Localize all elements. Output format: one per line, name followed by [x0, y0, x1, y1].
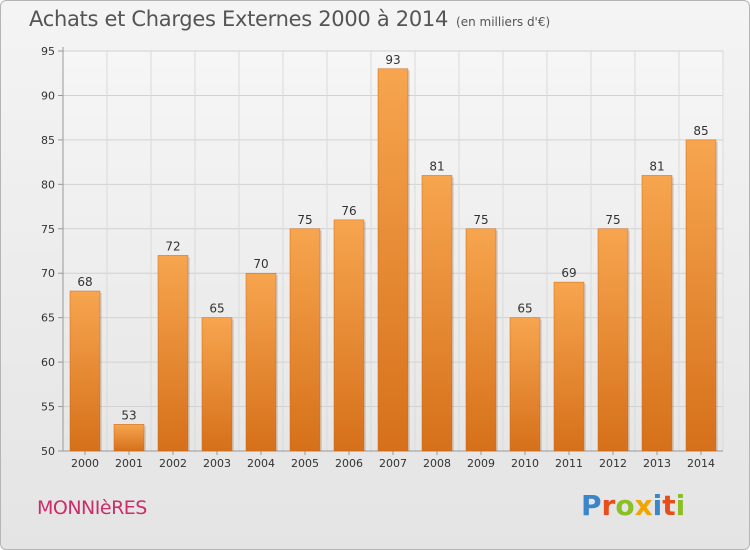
- logo-letter: P: [581, 489, 602, 522]
- x-tick-label-2004: 2004: [247, 457, 275, 470]
- bar-2007: [377, 68, 409, 452]
- bar-2005: [289, 228, 321, 452]
- value-label-2003: 65: [209, 302, 224, 316]
- x-tick-label-2013: 2013: [643, 457, 671, 470]
- value-label-2002: 72: [165, 239, 180, 253]
- y-tick-label: 90: [41, 89, 55, 102]
- y-tick-label: 60: [41, 356, 55, 369]
- proxiti-logo: Proxiti: [581, 489, 685, 522]
- bar-2011: [553, 281, 585, 452]
- x-tick-label-2001: 2001: [115, 457, 143, 470]
- bar-2006: [333, 219, 365, 452]
- bar-2001: [113, 424, 145, 452]
- logo-letter: i: [675, 489, 686, 522]
- bar-2002: [157, 255, 189, 452]
- x-tick-label-2005: 2005: [291, 457, 319, 470]
- y-tick-label: 55: [41, 401, 55, 414]
- x-tick-label-2002: 2002: [159, 457, 187, 470]
- logo-letter: x: [634, 489, 653, 522]
- y-tick-label: 80: [41, 178, 55, 191]
- bar-2012: [597, 228, 629, 452]
- value-label-2011: 69: [561, 266, 576, 280]
- y-tick-label: 70: [41, 267, 55, 280]
- logo-letter: o: [615, 489, 635, 522]
- value-label-2013: 81: [649, 159, 664, 173]
- value-label-2007: 93: [385, 53, 400, 67]
- y-tick-label: 75: [41, 223, 55, 236]
- value-label-2006: 76: [341, 204, 356, 218]
- value-label-2000: 68: [77, 275, 92, 289]
- value-label-2001: 53: [121, 408, 136, 422]
- bars: [69, 68, 718, 452]
- value-label-2005: 75: [297, 213, 312, 227]
- value-label-2014: 85: [693, 124, 708, 138]
- bar-2014: [685, 139, 717, 452]
- bar-2010: [509, 317, 541, 452]
- bar-2008: [421, 175, 453, 452]
- bar-2000: [69, 290, 101, 452]
- value-label-2004: 70: [253, 257, 268, 271]
- bar-2013: [641, 175, 673, 452]
- x-tick-label-2011: 2011: [555, 457, 583, 470]
- value-label-2010: 65: [517, 302, 532, 316]
- logo-letter: t: [662, 489, 676, 522]
- x-tick-label-2012: 2012: [599, 457, 627, 470]
- bar-2003: [201, 317, 233, 452]
- x-tick-label-2006: 2006: [335, 457, 363, 470]
- x-tick-label-2008: 2008: [423, 457, 451, 470]
- x-tick-label-2003: 2003: [203, 457, 231, 470]
- bar-2009: [465, 228, 497, 452]
- bar-2004: [245, 272, 277, 452]
- y-tick-label: 95: [41, 45, 55, 58]
- logo-letter: r: [601, 489, 616, 522]
- x-tick-label-2009: 2009: [467, 457, 495, 470]
- x-tick-label-2010: 2010: [511, 457, 539, 470]
- value-label-2009: 75: [473, 213, 488, 227]
- logo-letter: i: [652, 489, 663, 522]
- value-label-2008: 81: [429, 159, 444, 173]
- chart-unit: (en milliers d'€): [456, 15, 551, 29]
- labels: 50 55 60 65 70 75 80 85 90 95 68 2000 53 2001 72 2002 65…: [41, 45, 715, 470]
- y-tick-label: 85: [41, 134, 55, 147]
- chart-title-text: Achats et Charges Externes 2000 à 2014: [29, 7, 449, 31]
- value-label-2012: 75: [605, 213, 620, 227]
- x-tick-label-2000: 2000: [71, 457, 99, 470]
- x-tick-label-2007: 2007: [379, 457, 407, 470]
- x-tick-label-2014: 2014: [687, 457, 715, 470]
- y-tick-label: 50: [41, 445, 55, 458]
- chart-title: Achats et Charges Externes 2000 à 2014 (e…: [29, 7, 550, 31]
- y-tick-label: 65: [41, 312, 55, 325]
- location-name: MONNIèRES: [37, 497, 147, 519]
